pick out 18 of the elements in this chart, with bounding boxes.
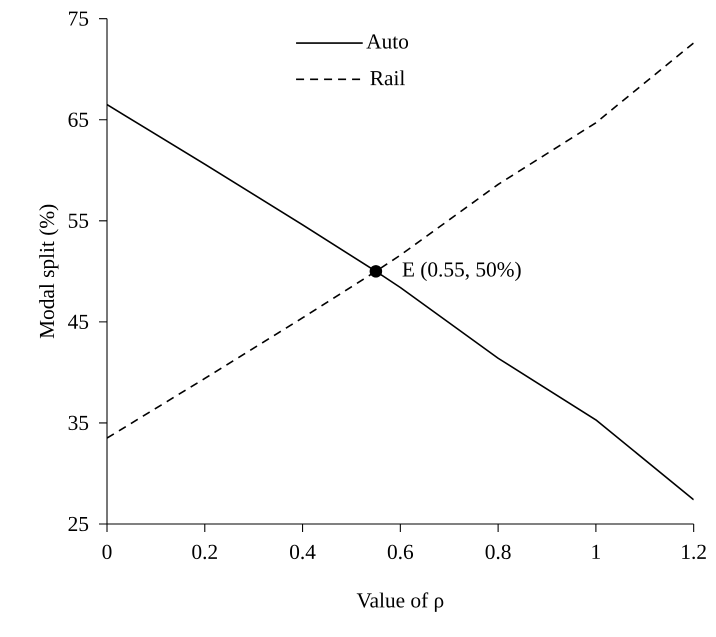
y-tick-label: 25 — [68, 516, 88, 532]
y-axis-title: Modal split (%) — [39, 204, 58, 338]
y-tick-label: 45 — [68, 314, 88, 329]
y-tick-label: 35 — [68, 416, 88, 430]
y-tick-label: 75 — [69, 12, 88, 26]
legend-label: Auto — [366, 34, 408, 49]
x-tick-label: 0 — [102, 544, 112, 560]
annotation: E (0.55, 50%) — [402, 262, 521, 281]
x-tick-label: 0.4 — [290, 544, 316, 560]
y-tick-label: 55 — [68, 214, 88, 228]
x-tick-label: 0.2 — [192, 544, 217, 560]
x-tick-label: 0.6 — [388, 544, 414, 560]
legend-label: Rail — [370, 70, 405, 86]
x-tick-label: 0.8 — [486, 544, 511, 560]
y-tick-label: 65 — [68, 112, 88, 127]
x-axis-title: Value of ρ — [356, 592, 444, 612]
x-tick-label: 1.2 — [682, 544, 706, 560]
x-tick-label: 1 — [592, 544, 600, 559]
